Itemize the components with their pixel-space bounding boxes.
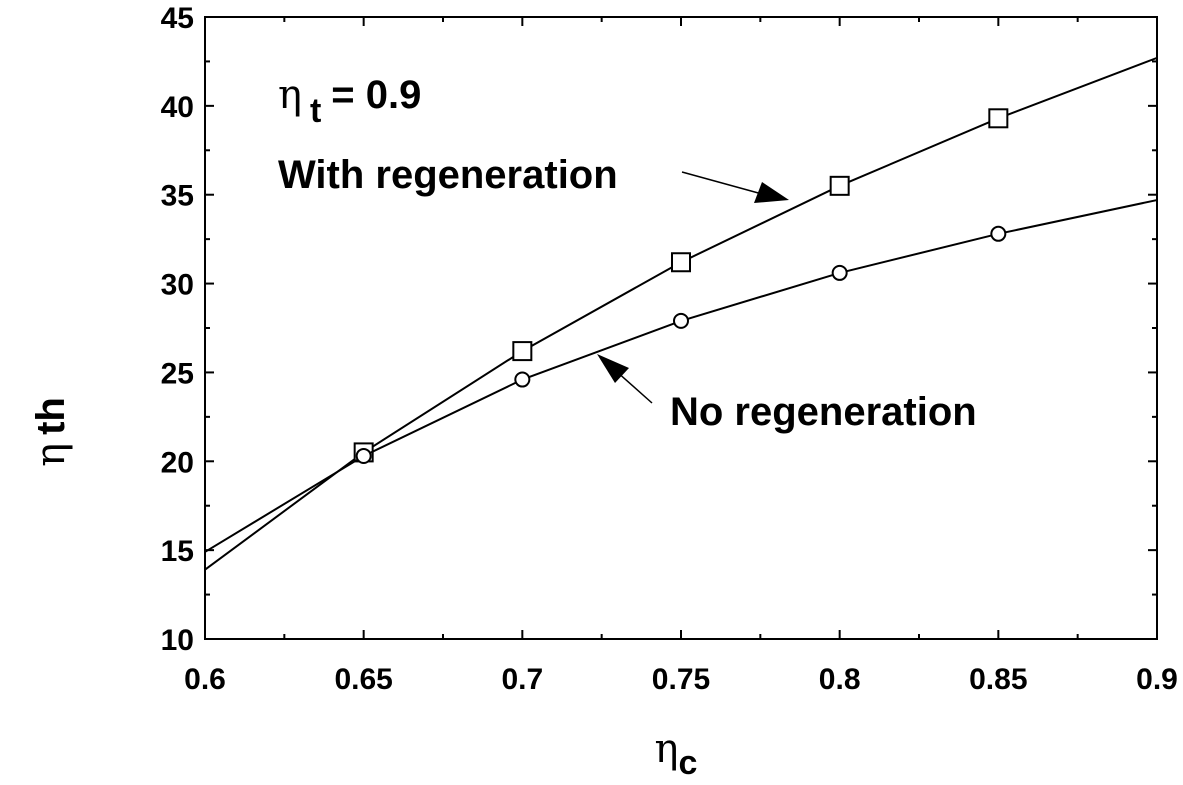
with-regeneration-arrow-shaft xyxy=(681,171,763,195)
y-tick-label: 20 xyxy=(161,446,194,479)
data-point-with-regeneration xyxy=(988,108,1009,129)
x-tick-labels: 0.6 0.65 0.7 0.75 0.8 0.85 0.9 xyxy=(184,663,1178,696)
condition-annotation: η t = 0.9 xyxy=(278,72,421,130)
x-axis-title: ηc xyxy=(655,726,698,782)
no-regeneration-arrowhead xyxy=(597,354,629,383)
data-point-with-regeneration xyxy=(829,175,850,196)
series-group xyxy=(204,56,1158,571)
data-point-no-regeneration xyxy=(831,264,848,281)
y-tick-label: 40 xyxy=(161,91,194,124)
data-point-with-regeneration xyxy=(512,341,533,362)
data-point-no-regeneration xyxy=(355,447,372,464)
x-tick-label: 0.8 xyxy=(819,663,861,696)
with-regeneration-arrowhead xyxy=(754,182,789,203)
y-tick-label: 30 xyxy=(161,269,194,302)
axis-ticks xyxy=(204,16,1158,640)
y-tick-label: 35 xyxy=(161,180,194,213)
x-tick-label: 0.6 xyxy=(184,663,226,696)
y-tick-label: 45 xyxy=(161,2,194,35)
x-tick-label: 0.7 xyxy=(501,663,543,696)
data-point-with-regeneration xyxy=(671,252,691,273)
y-tick-label: 25 xyxy=(161,357,194,390)
x-tick-label: 0.65 xyxy=(334,663,392,696)
data-point-no-regeneration xyxy=(990,225,1007,242)
y-tick-label: 15 xyxy=(161,535,194,568)
x-tick-label: 0.75 xyxy=(652,663,710,696)
x-tick-label: 0.85 xyxy=(969,663,1027,696)
data-point-no-regeneration xyxy=(514,371,531,388)
y-tick-labels: 10 15 20 25 30 35 40 45 xyxy=(161,2,194,657)
y-axis-title: ηth xyxy=(28,397,74,467)
x-tick-label: 0.9 xyxy=(1136,663,1178,696)
no-regeneration-arrow-shaft xyxy=(615,370,653,404)
with-regeneration-label: With regeneration xyxy=(278,153,618,197)
no-regeneration-label: No regeneration xyxy=(670,390,977,434)
y-tick-label: 10 xyxy=(161,624,194,657)
data-point-no-regeneration xyxy=(673,312,689,329)
